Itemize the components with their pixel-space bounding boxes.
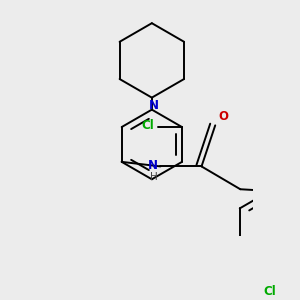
- Text: Cl: Cl: [263, 285, 276, 298]
- Text: N: N: [148, 159, 158, 172]
- Text: Cl: Cl: [142, 119, 154, 132]
- Text: H: H: [150, 172, 158, 182]
- Text: N: N: [149, 99, 159, 112]
- Text: O: O: [219, 110, 229, 123]
